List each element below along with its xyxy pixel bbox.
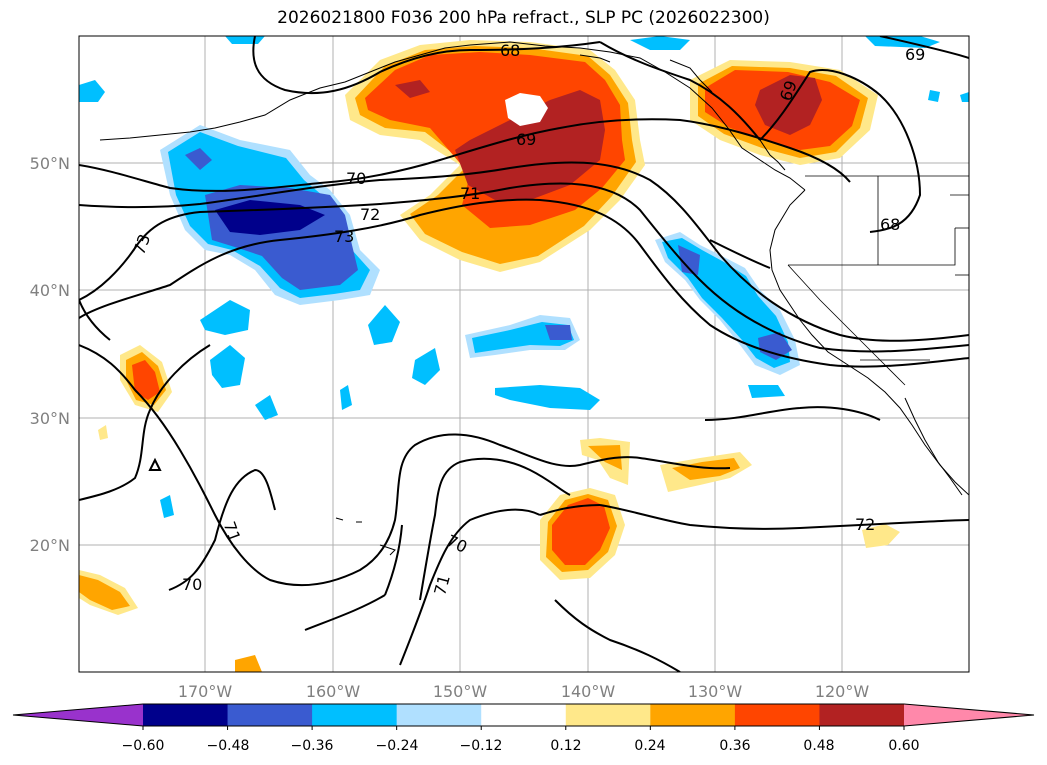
- latitude-labels: 50°N 40°N 30°N 20°N: [30, 154, 70, 555]
- lon-label: 140°W: [561, 682, 616, 701]
- lon-label: 160°W: [306, 682, 361, 701]
- lat-label: 50°N: [30, 154, 70, 173]
- contour-label: 70: [346, 169, 366, 188]
- contour-label: 72: [360, 205, 380, 224]
- lat-label: 40°N: [30, 281, 70, 300]
- colorbar: [12, 703, 1035, 730]
- lat-label: 20°N: [30, 536, 70, 555]
- contour-label: 71: [460, 184, 480, 203]
- lat-label: 30°N: [30, 409, 70, 428]
- contour-label: 71: [430, 573, 454, 598]
- contour-label: 69: [905, 45, 925, 64]
- contour-label: 70: [182, 575, 202, 594]
- colorbar-tick-label: −0.48: [207, 738, 250, 754]
- map-frame: [78, 35, 970, 673]
- colorbar-swatch: [227, 704, 313, 726]
- colorbar-tick-label: 0.48: [803, 738, 834, 754]
- colorbar-tick-label: −0.12: [460, 738, 503, 754]
- contour-label: 69: [516, 130, 536, 149]
- map-title: 2026021800 F036 200 hPa refract., SLP PC…: [277, 8, 770, 28]
- map-area: [79, 36, 969, 672]
- colorbar-extend-max: [904, 704, 1034, 726]
- positive-anomaly-north: [345, 40, 645, 272]
- colorbar-swatch: [481, 704, 567, 726]
- slp-contours: [79, 36, 969, 672]
- colorbar-swatch: [734, 704, 820, 726]
- colorbar-tick-labels: −0.60 −0.48 −0.36 −0.24 −0.12 0.12 0.24 …: [122, 738, 920, 754]
- colorbar-tick-label: −0.24: [376, 738, 419, 754]
- contour-label: 68: [880, 215, 900, 234]
- political-borders: [787, 175, 969, 386]
- lon-label: 150°W: [433, 682, 488, 701]
- colorbar-tick-label: −0.60: [122, 738, 165, 754]
- colorbar-swatch: [650, 704, 736, 726]
- contour-label: 72: [855, 515, 875, 534]
- colorbar-tick-label: 0.12: [550, 738, 581, 754]
- lon-label: 170°W: [178, 682, 233, 701]
- colorbar-swatch: [396, 704, 482, 726]
- lon-label: 130°W: [688, 682, 743, 701]
- lon-label: 120°W: [815, 682, 870, 701]
- colorbar-swatch: [143, 704, 229, 726]
- positive-anomaly-subtropical: [79, 345, 900, 672]
- colorbar-swatch: [565, 704, 651, 726]
- contour-label: 68: [500, 41, 520, 60]
- colorbar-extend-min: [13, 704, 143, 726]
- longitude-labels: 170°W 160°W 150°W 140°W 130°W 120°W: [178, 682, 870, 701]
- colorbar-tick-label: 0.24: [634, 738, 665, 754]
- contour-label: 73: [334, 227, 354, 246]
- colorbar-tick-label: 0.36: [719, 738, 750, 754]
- colorbar-swatch: [312, 704, 398, 726]
- colorbar-swatch: [819, 704, 905, 726]
- colorbar-tick-label: −0.36: [291, 738, 334, 754]
- colorbar-tick-label: 0.60: [888, 738, 919, 754]
